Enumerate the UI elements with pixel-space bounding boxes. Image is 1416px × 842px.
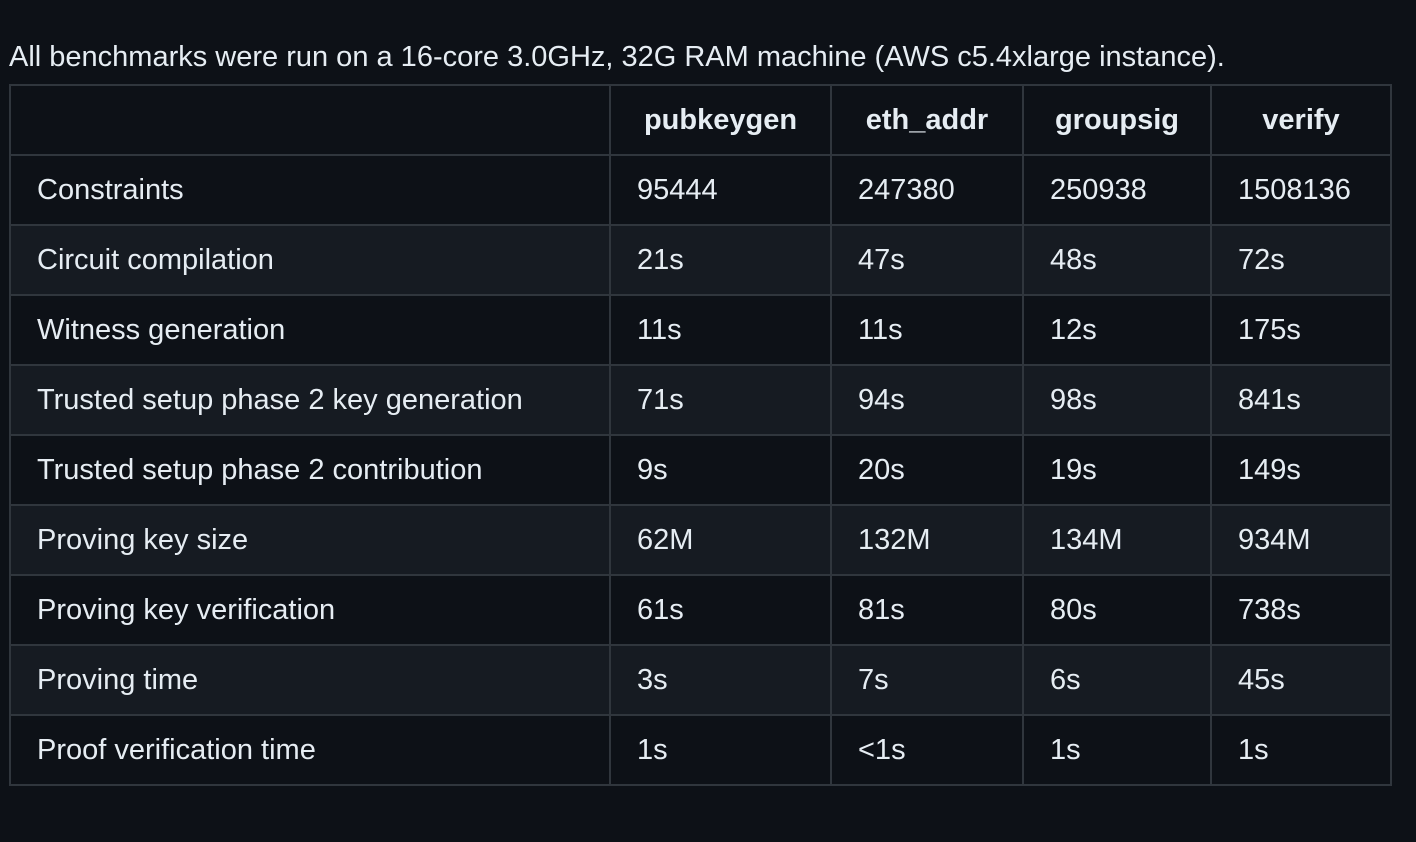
table-cell: <1s <box>830 714 1024 786</box>
row-label: Constraints <box>9 154 611 226</box>
table-cell: 19s <box>1022 434 1212 506</box>
table-cell: 62M <box>609 504 832 576</box>
table-cell: 1s <box>1210 714 1392 786</box>
table-cell: 21s <box>609 224 832 296</box>
table-cell: 20s <box>830 434 1024 506</box>
row-label: Trusted setup phase 2 key generation <box>9 364 611 436</box>
table-cell: 11s <box>830 294 1024 366</box>
table-row: Constraints 95444 247380 250938 1508136 <box>9 154 1392 226</box>
table-cell: 71s <box>609 364 832 436</box>
row-label: Proving key size <box>9 504 611 576</box>
table-cell: 48s <box>1022 224 1212 296</box>
table-cell: 149s <box>1210 434 1392 506</box>
table-cell: 94s <box>830 364 1024 436</box>
table-cell: 45s <box>1210 644 1392 716</box>
column-header: pubkeygen <box>609 84 832 156</box>
column-header: groupsig <box>1022 84 1212 156</box>
table-row: Circuit compilation 21s 47s 48s 72s <box>9 224 1392 296</box>
table-cell: 738s <box>1210 574 1392 646</box>
table-cell: 61s <box>609 574 832 646</box>
benchmark-table: pubkeygen eth_addr groupsig verify Constrai… <box>9 84 1392 786</box>
table-cell: 841s <box>1210 364 1392 436</box>
table-cell: 1508136 <box>1210 154 1392 226</box>
table-cell: 3s <box>609 644 832 716</box>
column-header <box>9 84 611 156</box>
column-header: eth_addr <box>830 84 1024 156</box>
row-label: Circuit compilation <box>9 224 611 296</box>
table-cell: 132M <box>830 504 1024 576</box>
table-cell: 134M <box>1022 504 1212 576</box>
table-row: Proof verification time 1s <1s 1s 1s <box>9 714 1392 786</box>
table-cell: 7s <box>830 644 1024 716</box>
table-row: Proving key verification 61s 81s 80s 738s <box>9 574 1392 646</box>
table-cell: 12s <box>1022 294 1212 366</box>
table-cell: 95444 <box>609 154 832 226</box>
table-cell: 72s <box>1210 224 1392 296</box>
table-row: Trusted setup phase 2 contribution 9s 20s 1… <box>9 434 1392 506</box>
table-cell: 934M <box>1210 504 1392 576</box>
table-row: Trusted setup phase 2 key generation 71s 9… <box>9 364 1392 436</box>
column-header: verify <box>1210 84 1392 156</box>
table-cell: 9s <box>609 434 832 506</box>
table-cell: 98s <box>1022 364 1212 436</box>
table-cell: 250938 <box>1022 154 1212 226</box>
table-cell: 1s <box>609 714 832 786</box>
table-cell: 247380 <box>830 154 1024 226</box>
table-cell: 6s <box>1022 644 1212 716</box>
header-row: pubkeygen eth_addr groupsig verify <box>9 84 1392 156</box>
table-cell: 11s <box>609 294 832 366</box>
table-cell: 175s <box>1210 294 1392 366</box>
intro-text: All benchmarks were run on a 16-core 3.0… <box>9 41 1225 73</box>
row-label: Witness generation <box>9 294 611 366</box>
row-label: Proving time <box>9 644 611 716</box>
row-label: Trusted setup phase 2 contribution <box>9 434 611 506</box>
table-row: Proving key size 62M 132M 134M 934M <box>9 504 1392 576</box>
table-row: Proving time 3s 7s 6s 45s <box>9 644 1392 716</box>
row-label: Proving key verification <box>9 574 611 646</box>
table-cell: 47s <box>830 224 1024 296</box>
table-row: Witness generation 11s 11s 12s 175s <box>9 294 1392 366</box>
row-label: Proof verification time <box>9 714 611 786</box>
table-cell: 81s <box>830 574 1024 646</box>
table-cell: 80s <box>1022 574 1212 646</box>
table-cell: 1s <box>1022 714 1212 786</box>
